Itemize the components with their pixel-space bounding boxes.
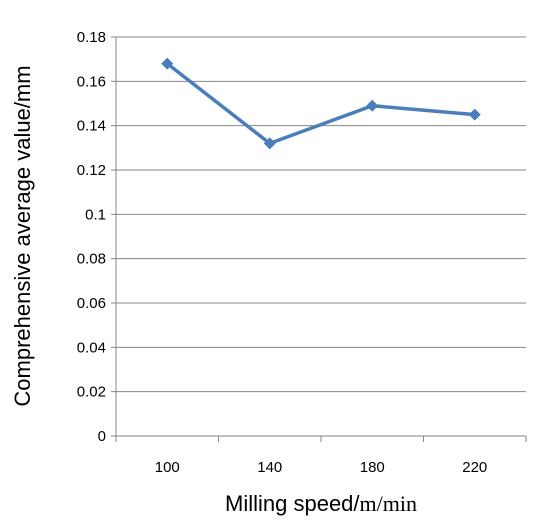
y-tick-label: 0.16 <box>77 73 106 90</box>
data-point-marker <box>161 57 174 70</box>
data-point-marker <box>366 99 379 112</box>
y-tick-label: 0.08 <box>77 251 106 268</box>
data-point-marker <box>263 137 276 150</box>
y-tick-label: 0.1 <box>85 206 106 223</box>
series-group <box>161 57 481 150</box>
y-tick-marks <box>111 36 116 437</box>
series-line <box>166 62 475 146</box>
x-tick-label: 180 <box>360 459 385 476</box>
x-axis-title-text: Milling speed/ <box>225 491 360 516</box>
gridlines <box>116 36 526 393</box>
y-tick-label: 0.12 <box>77 162 106 179</box>
x-tick-labels: 100 140 180 220 <box>155 459 488 476</box>
y-tick-label: 0 <box>98 428 106 445</box>
x-axis-title-unit: m/min <box>360 491 417 516</box>
data-point-marker <box>468 108 481 121</box>
y-axis-title: Comprehensive average value/mm <box>10 65 35 406</box>
y-tick-label: 0.02 <box>77 384 106 401</box>
x-axis-title: Milling speed/m/min <box>225 491 417 516</box>
x-tick-label: 140 <box>257 459 282 476</box>
y-tick-label: 0.14 <box>77 118 106 135</box>
x-tick-marks <box>115 436 527 442</box>
x-tick-label: 100 <box>155 459 180 476</box>
y-tick-labels: 0 0.02 0.04 0.06 0.08 0.1 0.12 0.14 0.16 0.18 <box>77 29 106 445</box>
axes <box>115 37 526 437</box>
y-tick-label: 0.06 <box>77 295 106 312</box>
y-tick-label: 0.18 <box>77 29 106 46</box>
x-tick-label: 220 <box>462 459 487 476</box>
y-tick-label: 0.04 <box>77 339 106 356</box>
